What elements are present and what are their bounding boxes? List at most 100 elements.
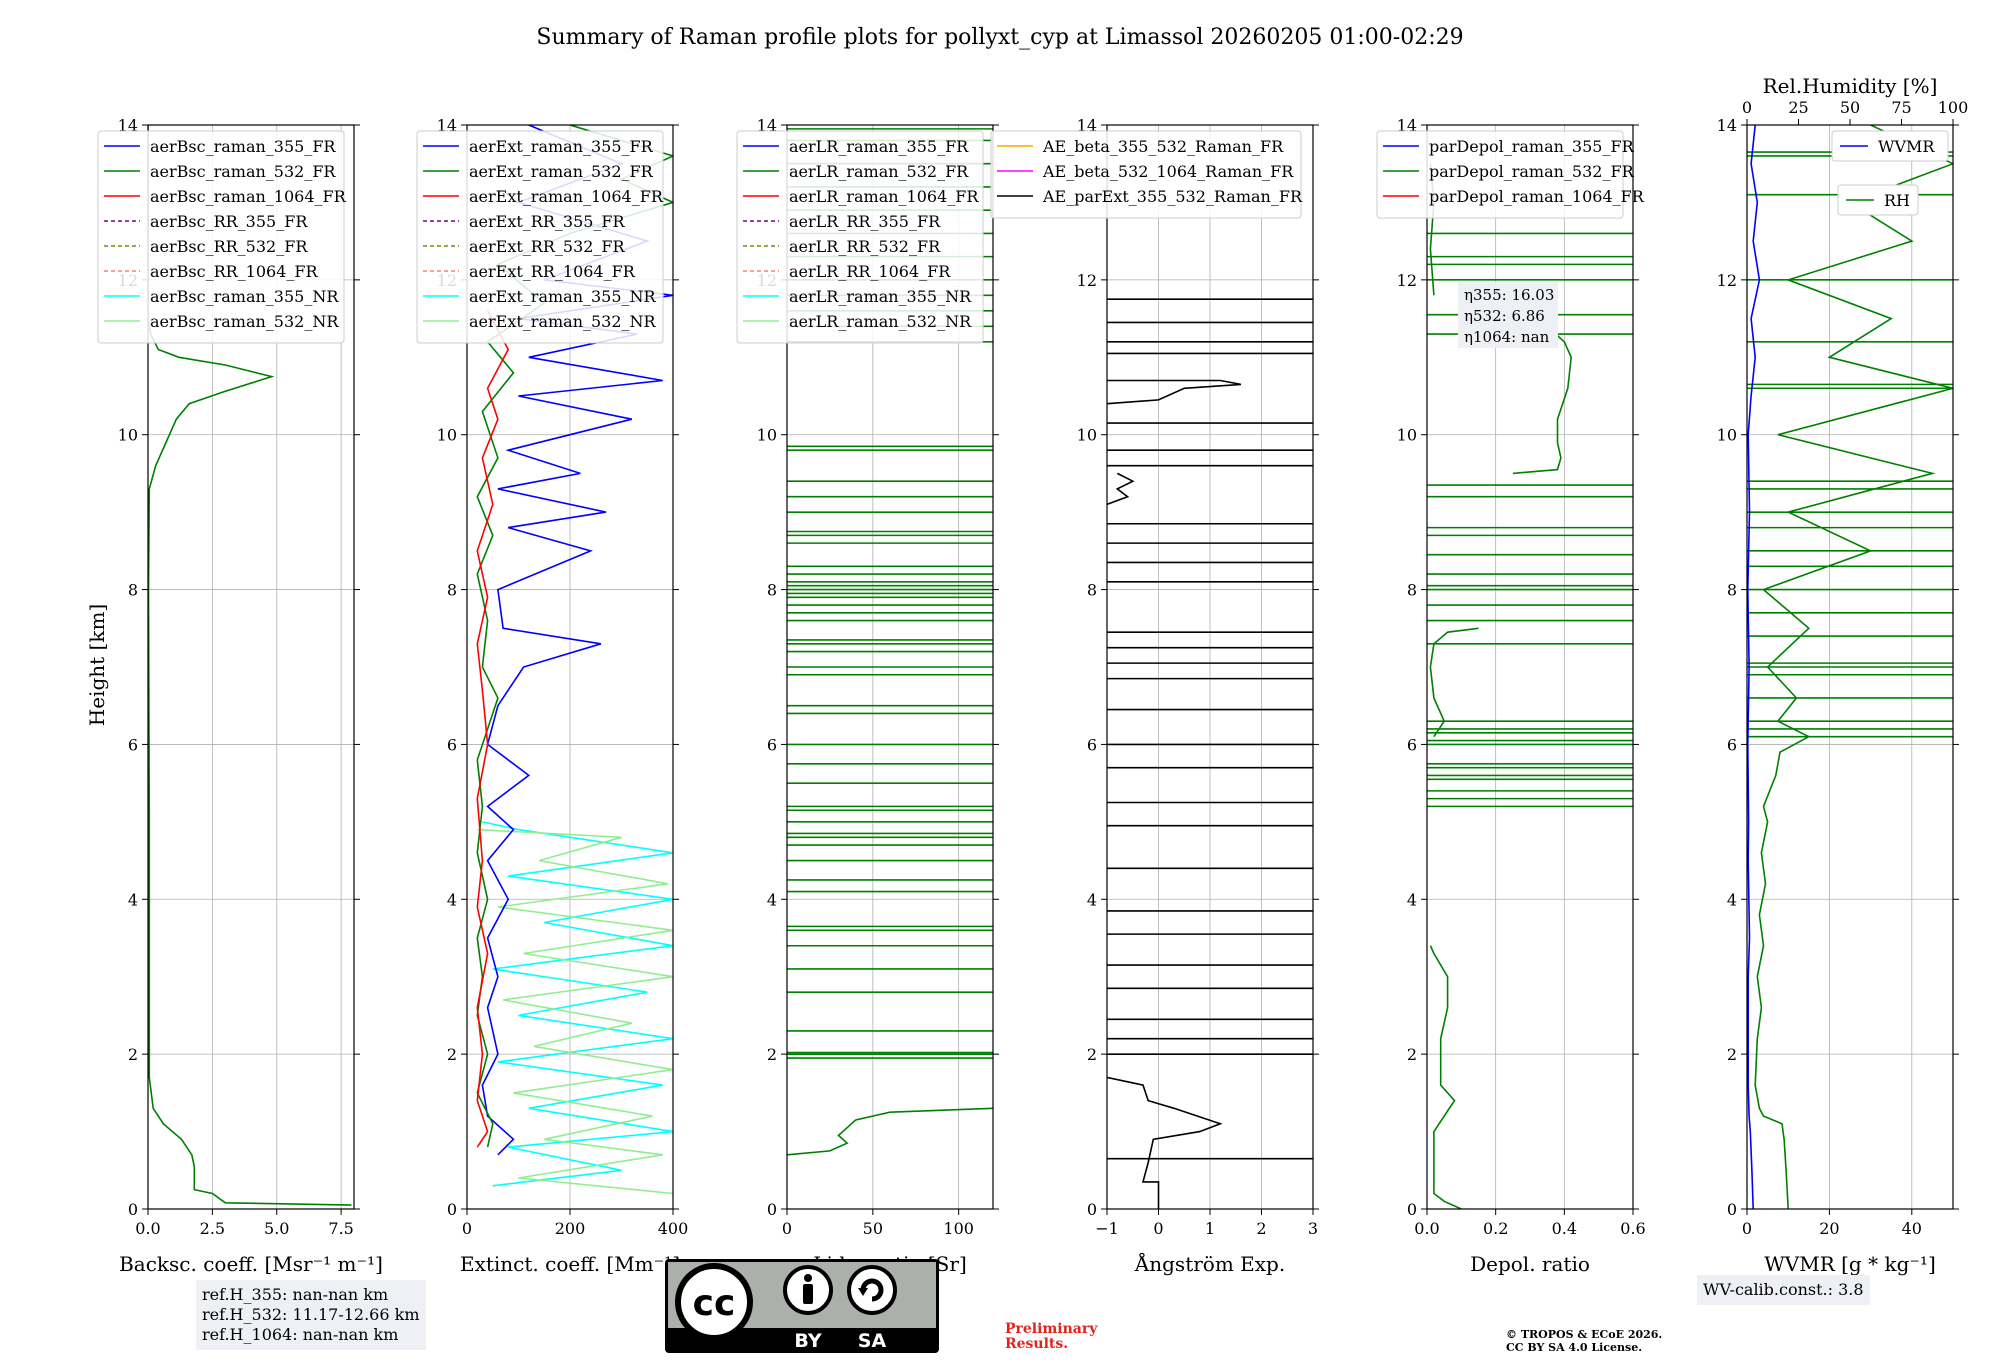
legend-entry: aerLR_raman_532_NR <box>789 312 972 331</box>
y-tick-label: 2 <box>128 1045 138 1064</box>
y-tick-label: 10 <box>1397 426 1417 445</box>
y-tick-label: 14 <box>1717 116 1737 135</box>
panel-dep: 0.0 0.2 0.4 0.6 0 2 4 6 8 10 12 14 Depol. ratio parDe… <box>1376 116 1646 1276</box>
x-tick-label: 5.0 <box>264 1219 289 1238</box>
y-tick-label: 0 <box>767 1200 777 1219</box>
x-tick-label: 0 <box>782 1219 792 1238</box>
x-tick-label: 0.0 <box>1414 1219 1439 1238</box>
y-tick-label: 4 <box>128 890 138 909</box>
y-tick-label: 10 <box>757 426 777 445</box>
x-tick-label: 200 <box>555 1219 586 1238</box>
y-tick-label: 12 <box>1077 271 1097 290</box>
legend-lr: aerLR_raman_355_FR aerLR_raman_532_FR aerL… <box>736 130 984 344</box>
legend-entry: aerLR_raman_1064_FR <box>789 187 979 206</box>
eta-line: η355: 16.03 <box>1464 286 1554 304</box>
legend-entry: AE_beta_355_532_Raman_FR <box>1042 137 1284 156</box>
x-tick-label: 3 <box>1308 1219 1318 1238</box>
x-tick-label: 0.0 <box>135 1219 160 1238</box>
y-tick-label: 6 <box>1727 735 1737 754</box>
y-tick-label: 0 <box>1087 1200 1097 1219</box>
panel-lr: 05010002468101214Lidar ratio [Sr]aerLR_r… <box>736 116 999 1276</box>
y-tick-label: 8 <box>1087 581 1097 600</box>
sa-label: SA <box>858 1330 887 1352</box>
y-tick-label: 6 <box>767 735 777 754</box>
panel-bsc: 0.02.55.07.502468101214Backsc. coeff. [M… <box>97 116 383 1276</box>
top-axis-label: Rel.Humidity [%] <box>1763 74 1938 98</box>
legend-entry: WVMR <box>1878 137 1935 156</box>
x-tick-label: 0 <box>1742 1219 1752 1238</box>
y-tick-label: 6 <box>1087 735 1097 754</box>
x-tick-label: 100 <box>943 1219 974 1238</box>
axes-frame <box>786 124 994 1210</box>
cc-icon <box>675 1263 753 1341</box>
legend-entry: aerBsc_raman_355_NR <box>150 287 339 306</box>
legend-entry: aerExt_raman_355_FR <box>469 137 654 156</box>
x-tick-label: 0 <box>1153 1219 1163 1238</box>
legend-ext: aerExt_raman_355_FR aerExt_raman_532_FRae… <box>416 130 664 344</box>
cc-license-badge: cc BY SA <box>665 1259 939 1353</box>
ref-h-1064: ref.H_1064: nan-nan km <box>202 1325 399 1344</box>
legend-entry: aerExt_raman_1064_FR <box>469 187 664 206</box>
y-tick-label: 12 <box>1717 271 1737 290</box>
legend-entry: AE_parExt_355_532_Raman_FR <box>1042 187 1303 206</box>
x-tick-label: 20 <box>1819 1219 1839 1238</box>
legend-entry: parDepol_raman_1064_FR <box>1429 187 1645 206</box>
wv-calib-text: WV-calib.const.: 3.8 <box>1703 1280 1864 1299</box>
data-lr <box>787 128 993 1156</box>
legend-entry: parDepol_raman_532_FR <box>1429 162 1635 181</box>
data-wv <box>1747 125 1953 1209</box>
y-tick-label: 0 <box>128 1200 138 1219</box>
y-tick-label: 4 <box>767 890 777 909</box>
legend-rh: RH <box>1837 184 1919 216</box>
copyright-note: © TROPOS & ECoE 2026. CC BY SA 4.0 Licen… <box>1506 1328 1662 1354</box>
eta-line: η532: 6.86 <box>1464 307 1545 325</box>
top-tick-label: 25 <box>1788 98 1808 117</box>
y-tick-label: 2 <box>767 1045 777 1064</box>
legend-entry: parDepol_raman_355_FR <box>1429 137 1635 156</box>
y-tick-label: 14 <box>118 116 138 135</box>
y-tick-label: 8 <box>447 581 457 600</box>
x-tick-label: 50 <box>863 1219 883 1238</box>
eta-line: η1064: nan <box>1464 328 1550 346</box>
x-tick-label: 1 <box>1205 1219 1215 1238</box>
legend-entry: aerLR_raman_355_NR <box>789 287 972 306</box>
series-AE_parExt_355_532_Raman_FR_c <box>1107 379 1242 405</box>
x-tick-label: 2.5 <box>200 1219 225 1238</box>
x-tick-label: 0.4 <box>1552 1219 1577 1238</box>
cc-text: cc <box>693 1283 736 1324</box>
legend-entry: aerBsc_RR_1064_FR <box>150 262 319 281</box>
y-tick-label: 8 <box>767 581 777 600</box>
legend-entry: aerBsc_RR_532_FR <box>150 237 308 256</box>
legend-entry: aerBsc_raman_532_NR <box>150 312 339 331</box>
copyright-line-2: CC BY SA 4.0 License. <box>1506 1341 1643 1354</box>
legend-entry: AE_beta_532_1064_Raman_FR <box>1042 162 1294 181</box>
panel-wv: 0 20 40 0 2 4 6 8 10 12 14 WVMR [g * kg⁻¹] 0 25 50 75 10… <box>1717 74 1969 1276</box>
legend-entry: aerLR_RR_1064_FR <box>789 262 951 281</box>
y-tick-label: 14 <box>1077 116 1097 135</box>
legend-entry: aerLR_raman_355_FR <box>789 137 969 156</box>
share-alike-icon <box>847 1265 897 1315</box>
y-tick-label: 14 <box>757 116 777 135</box>
x-axis-label: Extinct. coeff. [Mm⁻¹] <box>460 1252 680 1276</box>
y-tick-label: 4 <box>1727 890 1737 909</box>
legend-entry: aerLR_RR_532_FR <box>789 237 941 256</box>
by-label: BY <box>794 1330 821 1352</box>
y-axis-label: Height [km] <box>85 604 109 726</box>
y-tick-label: 4 <box>1087 890 1097 909</box>
data-ae <box>1107 298 1313 1209</box>
x-axis-label: Ångström Exp. <box>1134 1251 1285 1276</box>
data-ext <box>476 125 673 1195</box>
series-aerLR_raman_532_FR <box>787 1107 993 1156</box>
legend-bsc: aerBsc_raman_355_FR aerBsc_raman_532_FRae… <box>97 130 347 344</box>
series-aerBsc_raman_532_FR <box>148 125 352 1206</box>
x-tick-label: 0.2 <box>1483 1219 1508 1238</box>
x-tick-label: −1 <box>1095 1219 1119 1238</box>
panels-group: 0.02.55.07.502468101214Backsc. coeff. [M… <box>97 74 1969 1276</box>
series-aerExt_raman_1064_FR <box>476 310 510 1148</box>
preliminary-note: Preliminary Results. <box>1005 1322 1097 1352</box>
data-bsc <box>148 125 352 1206</box>
legend-entry: aerExt_RR_355_FR <box>469 212 626 231</box>
y-tick-label: 8 <box>1407 581 1417 600</box>
legend-entry: aerBsc_raman_355_FR <box>150 137 336 156</box>
